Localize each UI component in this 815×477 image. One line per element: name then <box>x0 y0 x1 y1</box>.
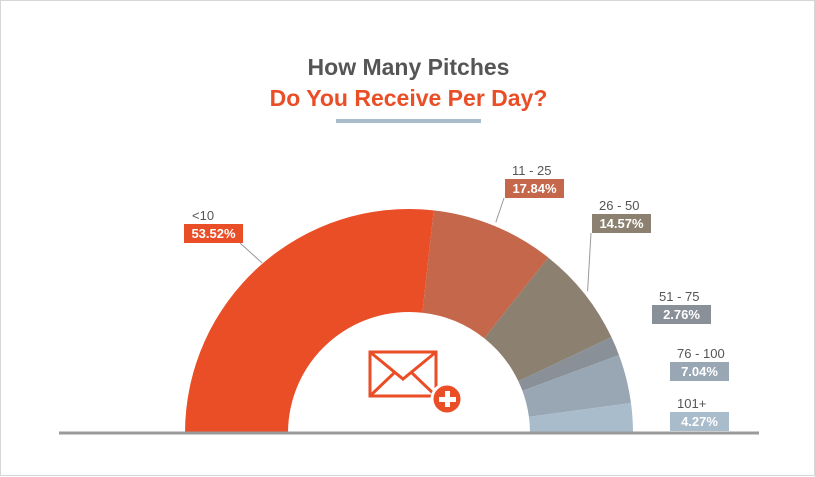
slice-0 <box>185 208 434 433</box>
value-label-3: 2.76% <box>663 307 700 322</box>
slice-label-0: <10 <box>192 208 214 223</box>
chart-labels: <10 53.52% 11 - 25 17.84% 26 - 50 14.57% 51 - … <box>184 163 729 431</box>
leader-line-2 <box>587 232 592 292</box>
slice-1 <box>422 210 549 339</box>
chart-leader-lines <box>239 197 592 292</box>
leader-line-0 <box>239 242 263 264</box>
value-label-0: 53.52% <box>191 226 236 241</box>
value-label-5: 4.27% <box>681 414 718 429</box>
slice-label-2: 26 - 50 <box>599 198 639 213</box>
envelope-plus-icon <box>368 350 464 416</box>
value-badge-0 <box>184 224 243 243</box>
chart-slices <box>185 208 633 433</box>
leader-line-1 <box>495 197 505 223</box>
value-badge-4 <box>670 362 729 381</box>
slice-label-1: 11 - 25 <box>512 163 552 178</box>
chart-title-line1: How Many Pitches <box>307 54 510 80</box>
slice-5 <box>528 403 633 433</box>
slice-label-5: 101+ <box>677 396 706 411</box>
slice-label-4: 76 - 100 <box>677 346 725 361</box>
chart-title-line2: Do You Receive Per Day? <box>269 85 548 111</box>
slice-label-3: 51 - 75 <box>659 289 699 304</box>
value-badge-1 <box>505 179 564 198</box>
value-label-4: 7.04% <box>681 364 718 379</box>
slice-3 <box>518 337 620 391</box>
title-underline <box>336 119 481 123</box>
value-badge-3 <box>652 305 711 324</box>
slice-2 <box>484 257 612 382</box>
value-label-2: 14.57% <box>599 216 644 231</box>
slice-4 <box>522 355 631 417</box>
value-badge-2 <box>592 214 651 233</box>
value-badge-5 <box>670 412 729 431</box>
value-label-1: 17.84% <box>512 181 557 196</box>
